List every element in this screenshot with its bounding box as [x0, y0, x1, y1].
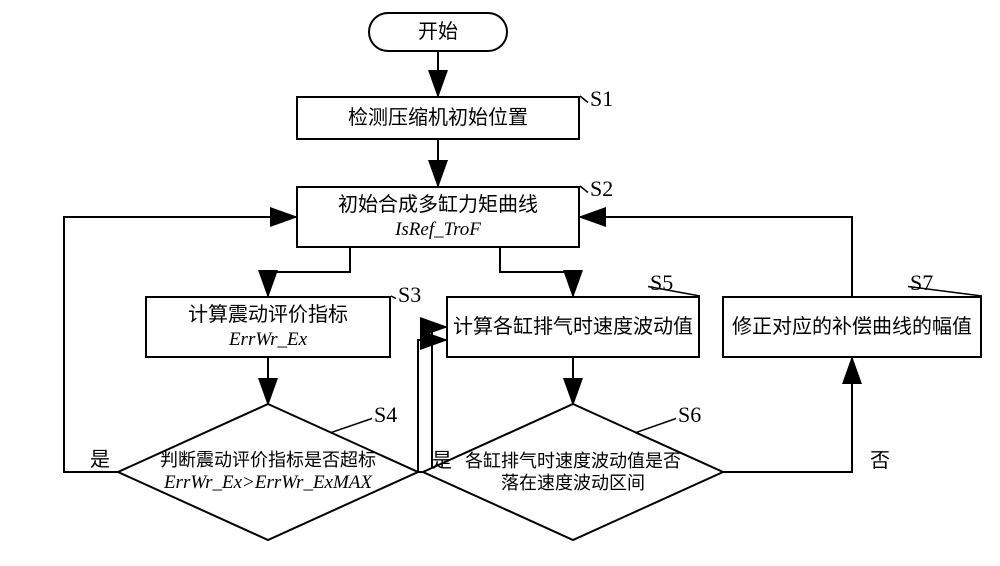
edge-label: 否: [870, 444, 890, 473]
node-s3: 计算震动评价指标ErrWr_Ex: [145, 296, 391, 358]
step-label-s4: S4: [374, 402, 397, 428]
step-label-s6: S6: [678, 402, 701, 428]
edge-label: 是: [432, 444, 452, 473]
step-label-s5: S5: [650, 270, 673, 296]
step-label-s7: S7: [910, 270, 933, 296]
edge-s7-to-s2: [580, 217, 852, 296]
step-label-s3: S3: [398, 282, 421, 308]
node-s1: 检测压缩机初始位置: [296, 96, 580, 140]
node-s5: 计算各缸排气时速度波动值: [446, 296, 700, 358]
step-label-s2: S2: [590, 176, 613, 202]
edge: [268, 248, 350, 296]
node-s2: 初始合成多缸力矩曲线IsRef_TroF: [296, 186, 580, 248]
edge-s6-no-to-s7: [723, 358, 852, 472]
edge: [500, 248, 573, 296]
node-start: 开始: [368, 12, 508, 52]
node-s4-label: 判断震动评价指标是否超标ErrWr_Ex>ErrWr_ExMAX: [118, 404, 418, 540]
node-s7: 修正对应的补偿曲线的幅值: [722, 296, 982, 358]
step-label-s1: S1: [590, 86, 613, 112]
edge-label: 是: [90, 443, 110, 472]
